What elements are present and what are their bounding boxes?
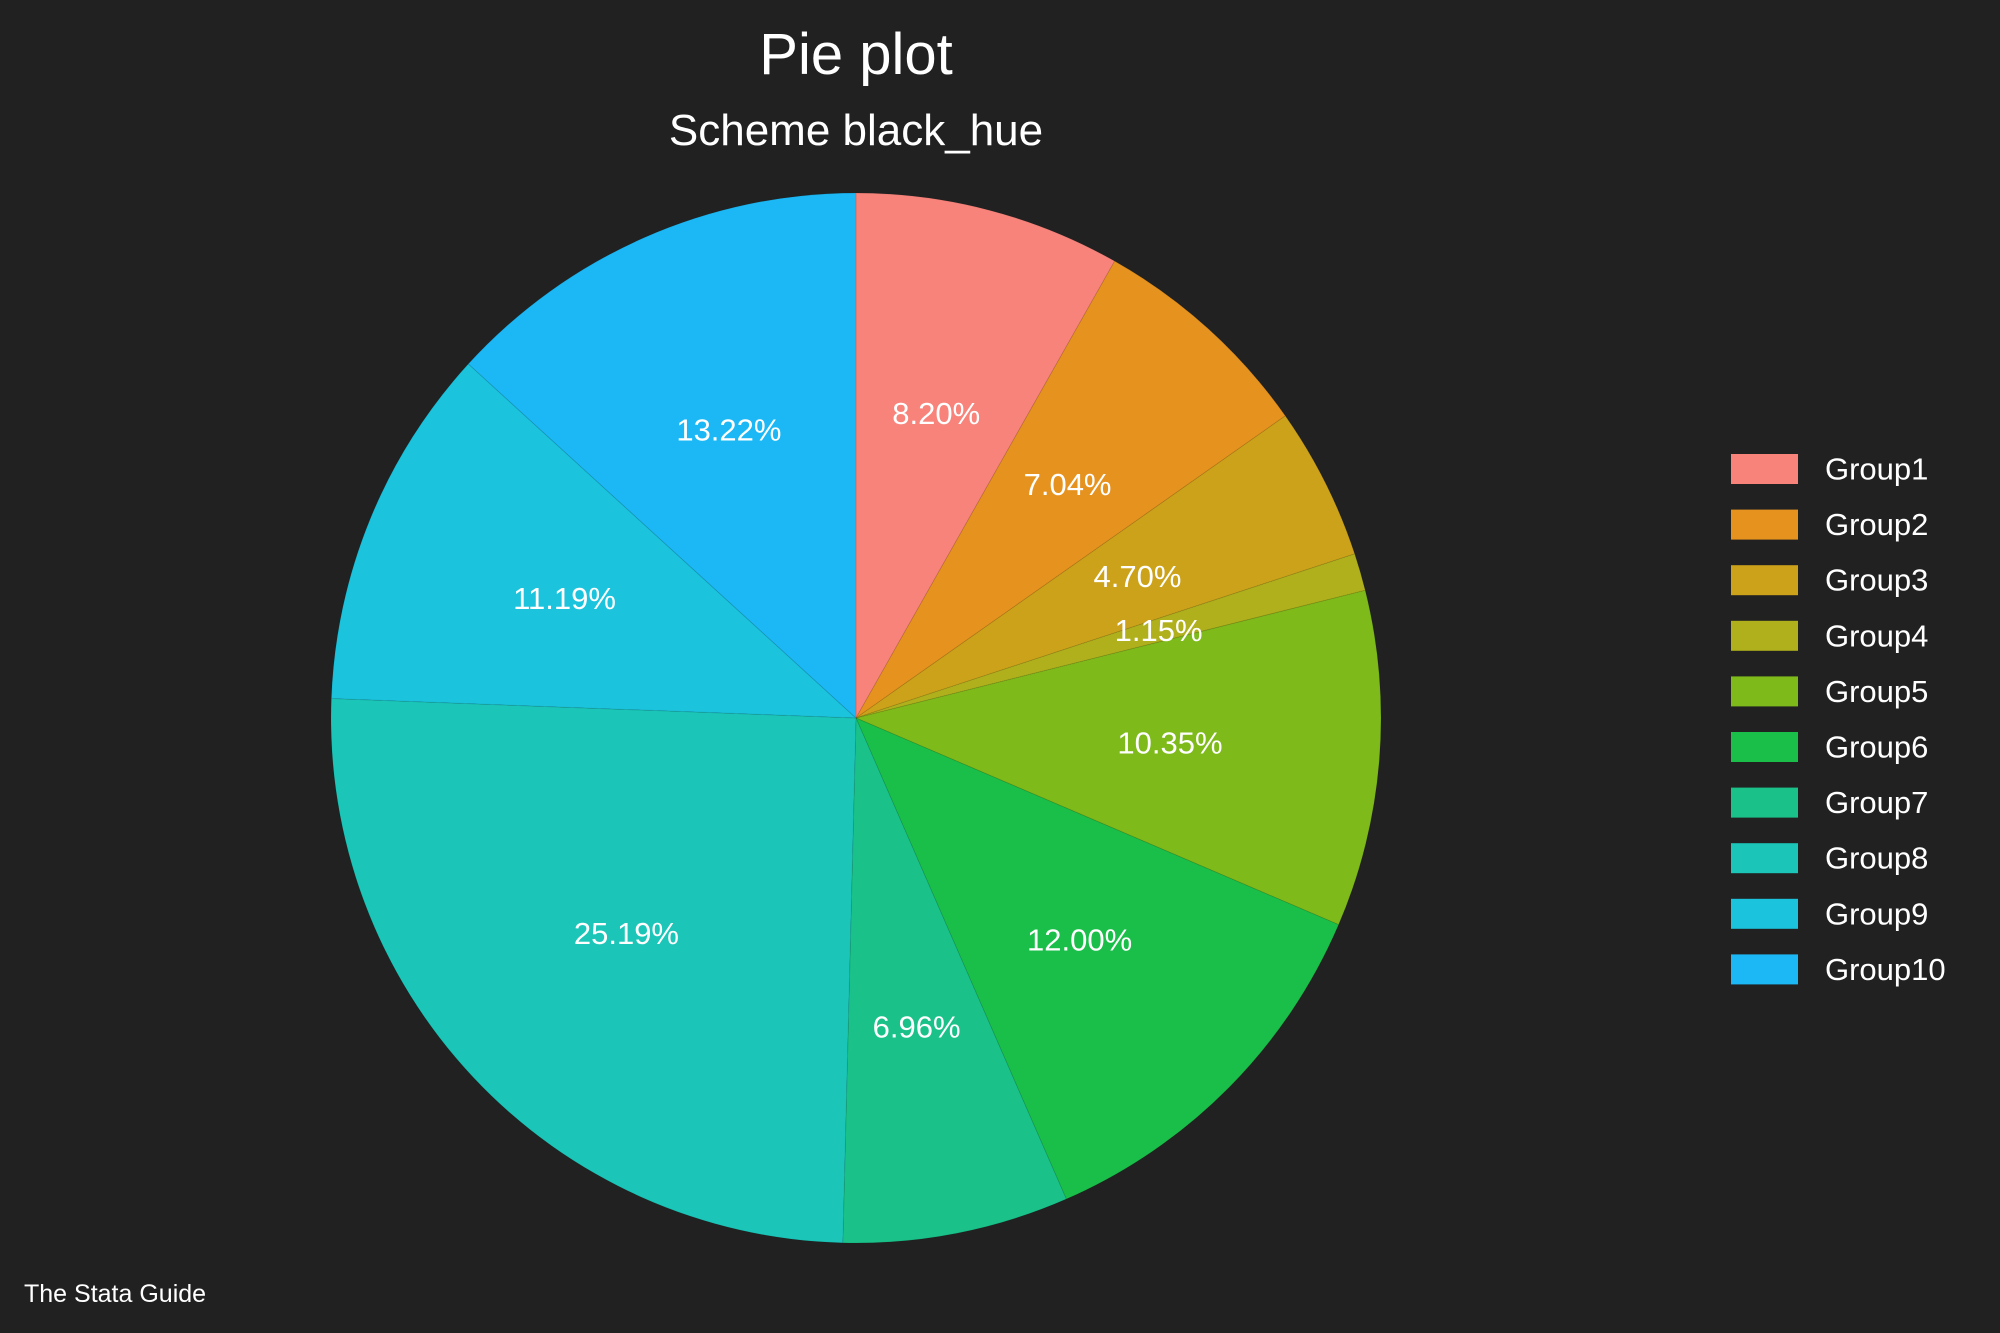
pie-slice-group3 [855,415,1356,719]
legend-label-group8: Group8 [1825,841,1928,876]
legend-label-group3: Group3 [1825,563,1928,598]
slice-label-group5: 10.35% [1117,726,1222,761]
legend-label-group10: Group10 [1825,952,1946,987]
slice-label-group4: 1.15% [1115,613,1203,648]
legend-key-group7 [1731,787,1798,818]
pie-slice-group1 [855,192,1116,720]
slice-label-group8: 25.19% [574,916,679,951]
legend-label-group2: Group2 [1825,507,1928,542]
legend-label-group5: Group5 [1825,674,1928,709]
slice-label-group2: 7.04% [1024,467,1112,502]
pie-slice-group10 [467,192,857,720]
legend-key-group9 [1731,898,1798,929]
pie-slice-group7 [842,717,1067,1244]
pie-slice-group9 [330,363,858,719]
slice-label-group1: 8.20% [892,396,980,431]
pie-slice-group5 [854,589,1382,926]
legend-key-group5 [1731,676,1798,707]
legend-key-group4 [1731,620,1798,651]
slice-label-group6: 12.00% [1027,922,1132,957]
legend-label-group6: Group6 [1825,730,1928,765]
pie-slice-group8 [330,698,857,1244]
pie-slice-group2 [855,260,1287,719]
legend-label-group9: Group9 [1825,896,1928,931]
pie-slice-group6 [855,717,1340,1200]
legend-key-group3 [1731,565,1798,596]
chart-subtitle: Scheme black_hue [669,106,1043,155]
slice-label-group7: 6.96% [873,1010,961,1045]
legend-label-group7: Group7 [1825,785,1928,820]
slice-label-group9: 11.19% [513,581,616,616]
legend-key-group6 [1731,732,1798,762]
pie-slice-labels: 8.20% 7.04% 4.70% 1.15% 10.35% 12.00% 6.96% 25.… [513,396,1223,1045]
legend-key-group10 [1731,954,1798,985]
legend-key-group2 [1731,509,1798,540]
slice-label-group3: 4.70% [1094,559,1182,594]
legend-key-group8 [1731,843,1798,874]
chart-title: Pie plot [759,22,952,87]
legend-label-group1: Group1 [1825,452,1928,487]
legend: Group1 Group2 Group3 Group4 Group5 Group6 Grou… [1731,452,1946,987]
chart-note: The Stata Guide [24,1280,206,1308]
legend-label-group4: Group4 [1825,618,1928,653]
slice-label-group10: 13.22% [676,412,781,447]
pie-slices [330,192,1382,1244]
legend-key-group1 [1731,454,1798,484]
pie-slice-group4 [855,553,1366,719]
